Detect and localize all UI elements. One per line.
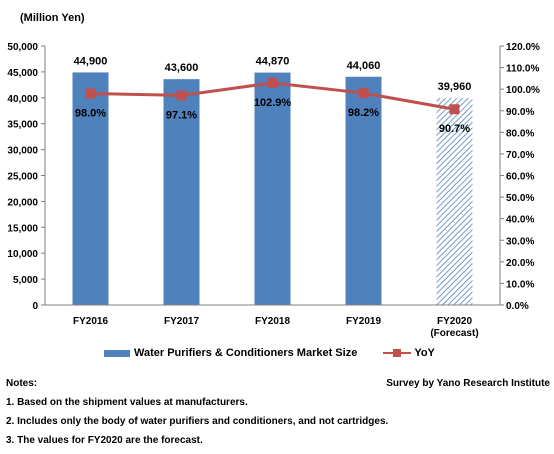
bar-value-label: 43,600 [165, 62, 199, 74]
bar-value-label: 39,960 [438, 81, 472, 93]
note-item: 3. The values for FY2020 are the forecas… [6, 435, 203, 446]
yoy-value-label: 102.9% [254, 97, 292, 109]
legend: Water Purifiers & Conditioners Market Si… [104, 347, 435, 359]
left-tick-label: 35,000 [7, 120, 38, 131]
left-tick-label: 15,000 [7, 223, 38, 234]
left-tick-label: 45,000 [7, 68, 38, 79]
right-tick-label: 60.0% [506, 172, 534, 183]
notes-title: Notes: [6, 378, 38, 389]
right-tick-label: 10.0% [506, 279, 534, 290]
y-unit-label: (Million Yen) [20, 12, 85, 24]
right-tick-label: 70.0% [506, 150, 534, 161]
left-tick-label: 40,000 [7, 94, 38, 105]
x-tick-label: FY2016 [73, 316, 108, 327]
x-tick-label: (Forecast) [430, 328, 478, 339]
note-item: 1. Based on the shipment values at manuf… [6, 397, 248, 408]
left-tick-label: 50,000 [7, 42, 38, 53]
left-tick-label: 0 [32, 301, 38, 312]
legend-bar-swatch [104, 349, 130, 357]
yoy-labels: 98.0% 97.1% 102.9% 98.2% 90.7% [75, 97, 470, 135]
right-tick-label: 110.0% [506, 64, 539, 75]
left-tick-label: 10,000 [7, 249, 38, 260]
left-tick-label: 25,000 [7, 172, 38, 183]
bars [72, 72, 473, 306]
right-tick-label: 30.0% [506, 236, 534, 247]
axes: 0 5,000 10,000 15,000 20,000 25,000 30,000 35,0… [7, 42, 540, 339]
yoy-value-label: 98.2% [348, 107, 379, 119]
bar [254, 72, 291, 306]
bar-value-label: 44,900 [74, 55, 108, 67]
note-item: 2. Includes only the body of water purif… [6, 416, 389, 427]
right-tick-label: 40.0% [506, 215, 534, 226]
source-credit: Survey by Yano Research Institute [386, 378, 550, 389]
yoy-value-label: 98.0% [75, 107, 106, 119]
bar-labels: 44,900 43,600 44,870 44,060 39,960 [74, 55, 472, 93]
yoy-line [85, 77, 460, 115]
bar-value-label: 44,060 [347, 60, 381, 72]
right-tick-label: 20.0% [506, 258, 534, 269]
right-tick-label: 80.0% [506, 128, 534, 139]
right-tick-label: 100.0% [506, 85, 540, 96]
right-tick-label: 90.0% [506, 107, 534, 118]
x-tick-label: FY2020 [437, 316, 472, 327]
yoy-marker [176, 90, 187, 101]
yoy-marker [449, 104, 460, 115]
right-tick-label: 120.0% [506, 42, 540, 53]
bar [436, 98, 473, 305]
legend-line-label: YoY [414, 347, 435, 359]
chart: (Million Yen) 44,900 43,600 44,870 44,060 39… [7, 12, 540, 339]
bar-value-label: 44,870 [256, 56, 290, 68]
left-tick-label: 20,000 [7, 197, 38, 208]
yoy-marker [85, 88, 96, 99]
x-tick-label: FY2018 [255, 316, 290, 327]
x-tick-label: FY2019 [346, 316, 381, 327]
yoy-marker [267, 77, 278, 88]
yoy-value-label: 97.1% [166, 109, 197, 121]
legend-bar-label: Water Purifiers & Conditioners Market Si… [134, 347, 358, 359]
right-tick-label: 0.0% [506, 301, 529, 312]
yoy-value-label: 90.7% [439, 123, 470, 135]
bar [72, 72, 109, 305]
legend-line-swatch [383, 348, 412, 358]
x-tick-label: FY2017 [164, 316, 199, 327]
right-tick-label: 50.0% [506, 193, 534, 204]
notes: Notes: Survey by Yano Research Institute… [6, 378, 550, 454]
bar [345, 76, 382, 306]
bar [163, 79, 200, 305]
left-tick-label: 30,000 [7, 146, 38, 157]
yoy-marker [358, 88, 369, 99]
left-tick-label: 5,000 [13, 275, 38, 286]
